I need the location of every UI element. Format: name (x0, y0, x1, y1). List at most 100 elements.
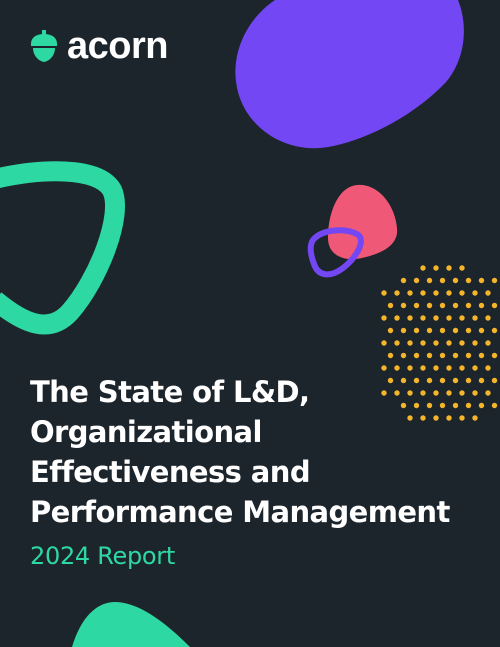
yellow-dot (439, 327, 446, 334)
yellow-dot (433, 390, 439, 396)
yellow-dot (426, 327, 433, 334)
yellow-dot (433, 340, 439, 346)
yellow-dot (413, 327, 420, 334)
yellow-dot (459, 290, 465, 296)
yellow-dot (491, 377, 498, 384)
yellow-dot (413, 402, 420, 409)
yellow-dot (491, 352, 498, 359)
yellow-dot (394, 365, 400, 371)
yellow-dot (465, 402, 472, 409)
yellow-dot (439, 402, 446, 409)
pink-blob-shape (328, 184, 398, 260)
purple-blob-shape (235, 0, 464, 149)
yellow-dot (381, 390, 387, 396)
yellow-dot (387, 327, 394, 334)
yellow-dot (433, 365, 439, 371)
yellow-dot (446, 265, 452, 271)
yellow-dot (407, 290, 413, 296)
yellow-dot (465, 352, 472, 359)
yellow-dot (459, 390, 465, 396)
yellow-dot (413, 277, 420, 284)
teal-ring-shape (0, 161, 125, 335)
yellow-dot (439, 277, 446, 284)
yellow-dot (478, 302, 485, 309)
yellow-dot (420, 315, 426, 321)
yellow-dot (426, 402, 433, 409)
yellow-dot (478, 352, 485, 359)
yellow-dot (400, 277, 407, 284)
report-subtitle: 2024 Report (30, 542, 175, 570)
yellow-dot (381, 290, 387, 296)
yellow-dot (459, 415, 465, 421)
yellow-dot (433, 290, 439, 296)
yellow-dot (439, 352, 446, 359)
yellow-dot (446, 290, 452, 296)
yellow-dot (485, 390, 491, 396)
yellow-dot (439, 302, 446, 309)
yellow-dot (491, 277, 498, 284)
yellow-dot (407, 390, 413, 396)
yellow-dot (413, 352, 420, 359)
yellow-dot (465, 327, 472, 334)
yellow-dot (407, 415, 413, 421)
yellow-dot (478, 377, 485, 384)
yellow-dot (465, 277, 472, 284)
yellow-dot (452, 277, 459, 284)
yellow-dot (459, 315, 465, 321)
yellow-dot (400, 302, 407, 309)
yellow-dot (426, 277, 433, 284)
acorn-logo: acorn (29, 27, 168, 65)
yellow-dot (420, 390, 426, 396)
yellow-dot (420, 365, 426, 371)
yellow-dot (485, 290, 491, 296)
yellow-dot (465, 377, 472, 384)
yellow-dot (400, 352, 407, 359)
yellow-dot (433, 265, 439, 271)
yellow-dot (433, 415, 439, 421)
yellow-dot (400, 402, 407, 409)
yellow-dot-pattern (381, 265, 498, 421)
yellow-dot (452, 402, 459, 409)
yellow-dot (413, 302, 420, 309)
yellow-dot (485, 365, 491, 371)
yellow-dot (472, 315, 478, 321)
yellow-dot (426, 302, 433, 309)
yellow-dot (478, 402, 485, 409)
report-title: The State of L&D, Organizational Effecti… (30, 372, 490, 532)
yellow-dot (472, 415, 478, 421)
yellow-dot (426, 377, 433, 384)
yellow-dot (446, 365, 452, 371)
yellow-dot (446, 415, 452, 421)
yellow-dot (485, 315, 491, 321)
yellow-dot (394, 340, 400, 346)
title-line: The State of L&D, (30, 375, 310, 409)
acorn-icon (31, 30, 57, 62)
yellow-dot (491, 327, 498, 334)
yellow-dot (407, 315, 413, 321)
yellow-dot (426, 352, 433, 359)
yellow-dot (387, 352, 394, 359)
yellow-dot (394, 290, 400, 296)
yellow-dot (472, 365, 478, 371)
yellow-dot (420, 290, 426, 296)
yellow-dot (400, 327, 407, 334)
yellow-dot (381, 365, 387, 371)
brand-name: acorn (67, 25, 168, 67)
yellow-dot (400, 377, 407, 384)
yellow-dot (387, 302, 394, 309)
yellow-dot (465, 302, 472, 309)
yellow-dot (381, 340, 387, 346)
yellow-dot (472, 290, 478, 296)
yellow-dot (413, 377, 420, 384)
yellow-dot (394, 390, 400, 396)
yellow-dot (407, 340, 413, 346)
yellow-dot (446, 390, 452, 396)
yellow-dot (491, 402, 498, 409)
yellow-dot (452, 377, 459, 384)
yellow-dot (452, 302, 459, 309)
title-line: Organizational (30, 415, 262, 449)
yellow-dot (459, 340, 465, 346)
yellow-dot (420, 415, 426, 421)
yellow-dot (485, 340, 491, 346)
